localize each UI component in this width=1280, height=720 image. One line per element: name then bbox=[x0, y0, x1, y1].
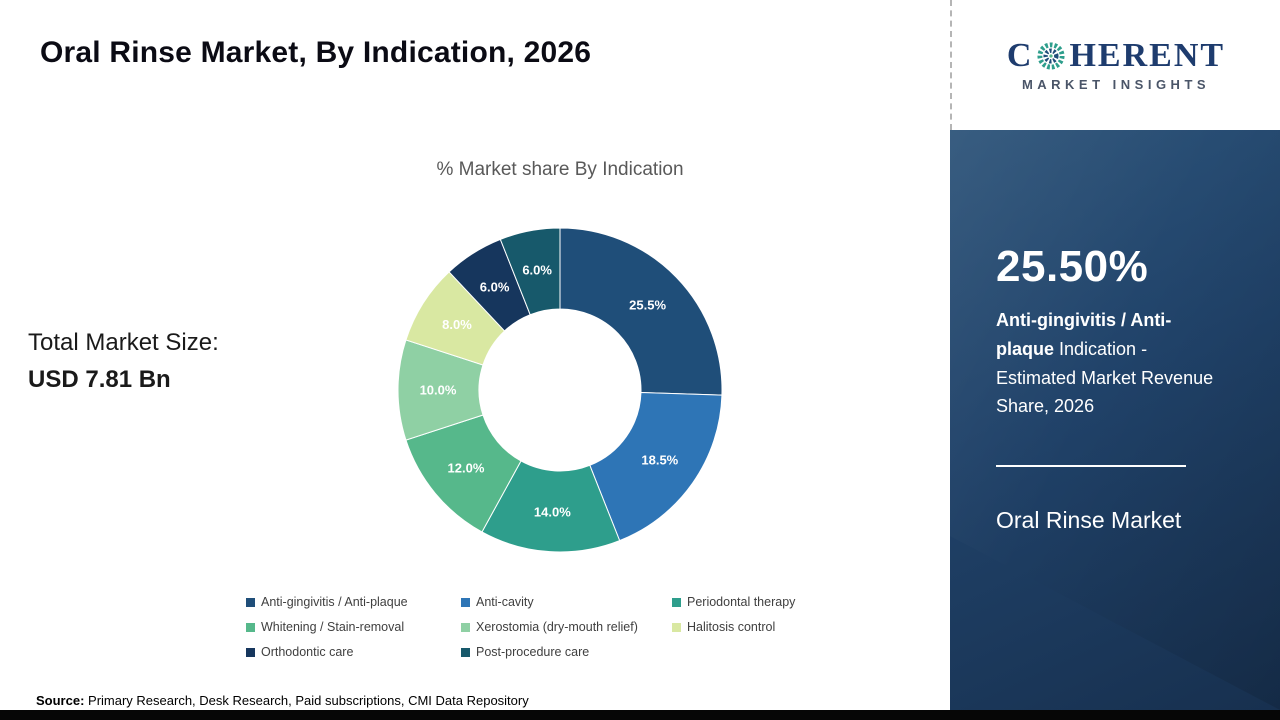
highlight-stat-description-rest: Indication - Estimated Market Revenue Sh… bbox=[996, 338, 1214, 417]
legend-swatch bbox=[246, 647, 255, 657]
chart-legend: Anti-gingivitis / Anti-plaque Anti-cavity… bbox=[246, 595, 795, 659]
donut-segment-label-5: 8.0% bbox=[442, 317, 472, 332]
legend-swatch bbox=[461, 597, 470, 607]
donut-chart: 25.5% 18.5% 14.0% 12.0% 10.0% 8.0% 6.0% 6.0% bbox=[397, 227, 723, 553]
total-market-size-value: USD 7.81 Bn bbox=[28, 366, 171, 394]
highlight-stat-value: 25.50% bbox=[996, 242, 1149, 291]
source-label: Source: bbox=[36, 693, 85, 708]
legend-item: Xerostomia (dry-mouth relief) bbox=[461, 620, 672, 634]
chart-title: % Market share By Indication bbox=[436, 159, 684, 180]
highlight-panel: 25.50% Anti-gingivitis / Anti-plaque Ind… bbox=[950, 130, 1280, 710]
brand-wordmark: C HERENT bbox=[1006, 36, 1226, 74]
legend-item: Whitening / Stain-removal bbox=[246, 620, 461, 634]
legend-item: Post-procedure care bbox=[461, 645, 672, 659]
legend-item: Anti-gingivitis / Anti-plaque bbox=[246, 595, 461, 609]
page-title: Oral Rinse Market, By Indication, 2026 bbox=[40, 36, 592, 69]
total-market-size-label: Total Market Size: bbox=[28, 329, 219, 356]
total-market-size: Total Market Size: USD 7.81 Bn bbox=[28, 324, 219, 398]
brand-letters-rest: HERENT bbox=[1069, 36, 1226, 74]
panel-market-name: Oral Rinse Market bbox=[996, 507, 1182, 534]
donut-segment-1 bbox=[589, 392, 723, 542]
legend-item: Orthodontic care bbox=[246, 645, 461, 659]
legend-label: Anti-cavity bbox=[476, 595, 534, 609]
legend-label: Xerostomia (dry-mouth relief) bbox=[476, 620, 638, 634]
panel-divider bbox=[996, 465, 1186, 468]
brand-letter-c: C bbox=[1006, 36, 1034, 74]
donut-segment-label-1: 18.5% bbox=[641, 453, 678, 468]
donut-segment-7 bbox=[499, 227, 561, 316]
brand-tagline: MARKET INSIGHTS bbox=[1021, 76, 1211, 92]
bottom-accent-bar bbox=[0, 710, 1280, 720]
donut-segment-label-7: 6.0% bbox=[522, 263, 552, 278]
legend-swatch bbox=[246, 597, 255, 607]
source-text: Primary Research, Desk Research, Paid su… bbox=[84, 693, 529, 708]
donut-segment-label-4: 10.0% bbox=[420, 383, 457, 398]
legend-label: Post-procedure care bbox=[476, 645, 590, 659]
legend-swatch bbox=[672, 622, 681, 632]
highlight-stat-description: Anti-gingivitis / Anti-plaque Indication… bbox=[996, 306, 1224, 421]
source-note: Source: Primary Research, Desk Research,… bbox=[36, 693, 529, 708]
legend-label: Whitening / Stain-removal bbox=[261, 620, 405, 634]
legend-item: Periodontal therapy bbox=[672, 595, 795, 609]
donut-segment-label-3: 12.0% bbox=[448, 460, 485, 475]
donut-segment-label-2: 14.0% bbox=[534, 504, 571, 519]
brand-logo: C HERENT MARKET INSIGHTS bbox=[950, 0, 1280, 130]
legend-label: Periodontal therapy bbox=[687, 595, 796, 609]
legend-item: Anti-cavity bbox=[461, 595, 672, 609]
legend-swatch bbox=[461, 622, 470, 632]
legend-swatch bbox=[461, 647, 470, 657]
legend-label: Anti-gingivitis / Anti-plaque bbox=[261, 595, 408, 609]
legend-label: Orthodontic care bbox=[261, 645, 354, 659]
highlight-stat-description-bold: Anti-gingivitis / Anti-plaque bbox=[996, 310, 1172, 359]
donut-segment-label-6: 6.0% bbox=[480, 279, 510, 294]
legend-item: Halitosis control bbox=[672, 620, 795, 634]
legend-swatch bbox=[672, 597, 681, 607]
mosaic-globe-icon bbox=[1037, 41, 1066, 70]
donut-segment-label-0: 25.5% bbox=[629, 298, 666, 313]
legend-label: Halitosis control bbox=[687, 620, 776, 634]
donut-segment-0 bbox=[559, 227, 723, 396]
legend-swatch bbox=[246, 622, 255, 632]
